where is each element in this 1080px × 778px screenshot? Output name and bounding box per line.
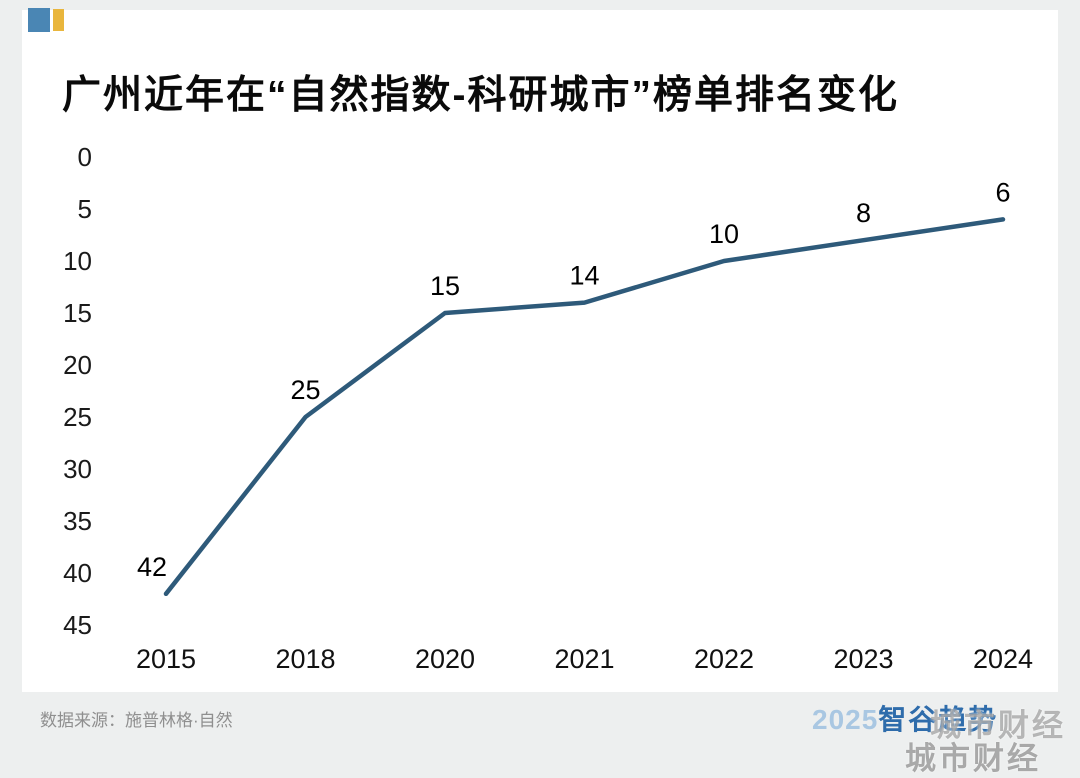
brand-logo-icon <box>28 8 64 32</box>
svg-text:14: 14 <box>569 261 599 291</box>
svg-text:5: 5 <box>78 194 92 224</box>
svg-text:45: 45 <box>63 610 92 640</box>
watermark-text-2: 城市财经 <box>905 741 1041 776</box>
logo-gold-square-icon <box>53 9 64 31</box>
svg-text:2021: 2021 <box>554 644 614 674</box>
logo-blue-square-icon <box>28 8 50 32</box>
svg-text:2020: 2020 <box>415 644 475 674</box>
svg-text:2015: 2015 <box>136 644 196 674</box>
svg-text:20: 20 <box>63 350 92 380</box>
svg-text:2024: 2024 <box>973 644 1033 674</box>
svg-text:10: 10 <box>709 219 739 249</box>
svg-text:0: 0 <box>78 142 92 172</box>
svg-text:10: 10 <box>63 246 92 276</box>
svg-text:42: 42 <box>137 552 167 582</box>
chart-card <box>22 10 1058 692</box>
watermark-text-1: 城市财经 <box>930 708 1066 743</box>
svg-text:2022: 2022 <box>694 644 754 674</box>
page: { "chart_data": { "type": "line", "title… <box>22 8 1066 776</box>
svg-text:40: 40 <box>63 558 92 588</box>
svg-text:35: 35 <box>63 506 92 536</box>
data-source-label: 数据来源：施普林格·自然 <box>40 711 233 730</box>
svg-text:25: 25 <box>290 375 320 405</box>
svg-text:25: 25 <box>63 402 92 432</box>
svg-text:6: 6 <box>995 177 1010 207</box>
svg-text:8: 8 <box>856 198 871 228</box>
chart-title: 广州近年在“自然指数-科研城市”榜单排名变化 <box>62 74 899 117</box>
line-chart: 0 5 10 15 20 25 30 35 40 45 2015 2018 2020 2021 2022 20… <box>63 142 1033 674</box>
brand-year: 2025 <box>812 704 879 735</box>
svg-text:15: 15 <box>63 298 92 328</box>
svg-text:15: 15 <box>430 271 460 301</box>
svg-text:30: 30 <box>63 454 92 484</box>
svg-text:2018: 2018 <box>275 644 335 674</box>
svg-text:2023: 2023 <box>833 644 893 674</box>
brand-watermark: 2025智谷趋势 <box>812 698 998 738</box>
brand-name: 智谷趋势 <box>878 704 999 735</box>
